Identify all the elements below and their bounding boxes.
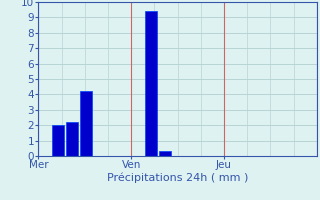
Bar xyxy=(66,122,78,156)
X-axis label: Précipitations 24h ( mm ): Précipitations 24h ( mm ) xyxy=(107,173,248,183)
Bar xyxy=(145,11,157,156)
Bar xyxy=(80,91,92,156)
Bar xyxy=(52,125,64,156)
Bar xyxy=(159,151,171,156)
